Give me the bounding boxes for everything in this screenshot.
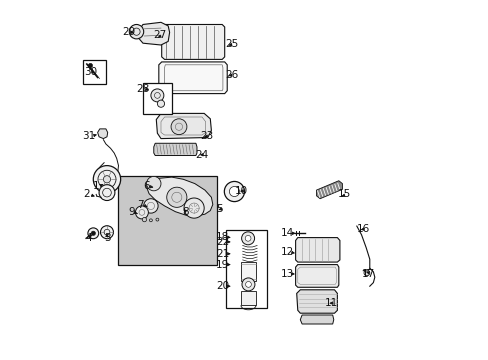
Circle shape xyxy=(91,231,95,235)
Polygon shape xyxy=(296,290,337,313)
Text: 25: 25 xyxy=(225,39,238,49)
Circle shape xyxy=(183,198,204,218)
Text: 8: 8 xyxy=(182,207,188,217)
Text: 27: 27 xyxy=(153,30,166,40)
Circle shape xyxy=(244,235,250,241)
Circle shape xyxy=(135,206,148,219)
Polygon shape xyxy=(156,113,211,139)
Bar xyxy=(142,83,172,114)
Text: 4: 4 xyxy=(85,233,92,243)
Bar xyxy=(241,262,256,281)
Circle shape xyxy=(88,63,92,68)
Polygon shape xyxy=(138,22,169,45)
Polygon shape xyxy=(146,177,212,216)
Text: 1: 1 xyxy=(93,181,99,192)
Circle shape xyxy=(103,176,110,183)
Circle shape xyxy=(363,270,369,276)
Text: 12: 12 xyxy=(280,247,293,257)
Circle shape xyxy=(242,278,254,291)
Polygon shape xyxy=(98,129,107,139)
Circle shape xyxy=(101,226,113,239)
Circle shape xyxy=(142,217,146,222)
Text: 19: 19 xyxy=(216,260,229,270)
Circle shape xyxy=(93,166,121,193)
Bar xyxy=(226,230,266,308)
Polygon shape xyxy=(300,315,333,324)
Circle shape xyxy=(151,89,163,102)
Text: 6: 6 xyxy=(143,181,150,192)
Text: 16: 16 xyxy=(356,224,369,234)
Circle shape xyxy=(149,219,152,222)
Text: 28: 28 xyxy=(136,84,149,94)
Text: 10: 10 xyxy=(235,186,248,196)
Text: 30: 30 xyxy=(83,67,97,77)
Text: 20: 20 xyxy=(216,281,229,291)
Text: 26: 26 xyxy=(225,70,238,80)
Text: 29: 29 xyxy=(122,27,135,37)
Text: 2: 2 xyxy=(82,189,89,199)
Polygon shape xyxy=(159,62,227,94)
Text: 24: 24 xyxy=(195,150,208,160)
Circle shape xyxy=(129,24,143,39)
Polygon shape xyxy=(295,238,339,262)
Circle shape xyxy=(224,181,244,202)
Text: 5: 5 xyxy=(216,204,222,214)
Circle shape xyxy=(166,187,186,207)
Circle shape xyxy=(156,218,159,221)
Text: 22: 22 xyxy=(216,237,229,247)
Circle shape xyxy=(229,186,239,197)
Polygon shape xyxy=(162,24,224,59)
Text: 3: 3 xyxy=(103,233,110,243)
Circle shape xyxy=(241,232,254,245)
Polygon shape xyxy=(295,265,338,287)
Text: 23: 23 xyxy=(200,131,213,141)
Polygon shape xyxy=(153,143,197,156)
Polygon shape xyxy=(316,181,342,199)
Text: 17: 17 xyxy=(361,269,375,279)
Bar xyxy=(241,291,256,305)
Circle shape xyxy=(245,282,251,287)
Circle shape xyxy=(171,119,186,135)
Text: 21: 21 xyxy=(216,249,229,259)
Bar xyxy=(83,60,105,84)
Text: 18: 18 xyxy=(216,232,229,242)
Text: 13: 13 xyxy=(280,269,293,279)
Text: 9: 9 xyxy=(129,207,135,217)
Circle shape xyxy=(88,228,99,239)
Text: 14: 14 xyxy=(280,228,293,238)
Circle shape xyxy=(146,176,161,191)
Text: 15: 15 xyxy=(337,189,350,199)
Circle shape xyxy=(143,199,158,213)
Circle shape xyxy=(157,100,164,107)
Bar xyxy=(118,176,216,265)
Text: 31: 31 xyxy=(82,131,96,141)
Circle shape xyxy=(99,185,115,201)
Text: 11: 11 xyxy=(325,298,338,308)
Text: 7: 7 xyxy=(137,200,144,210)
